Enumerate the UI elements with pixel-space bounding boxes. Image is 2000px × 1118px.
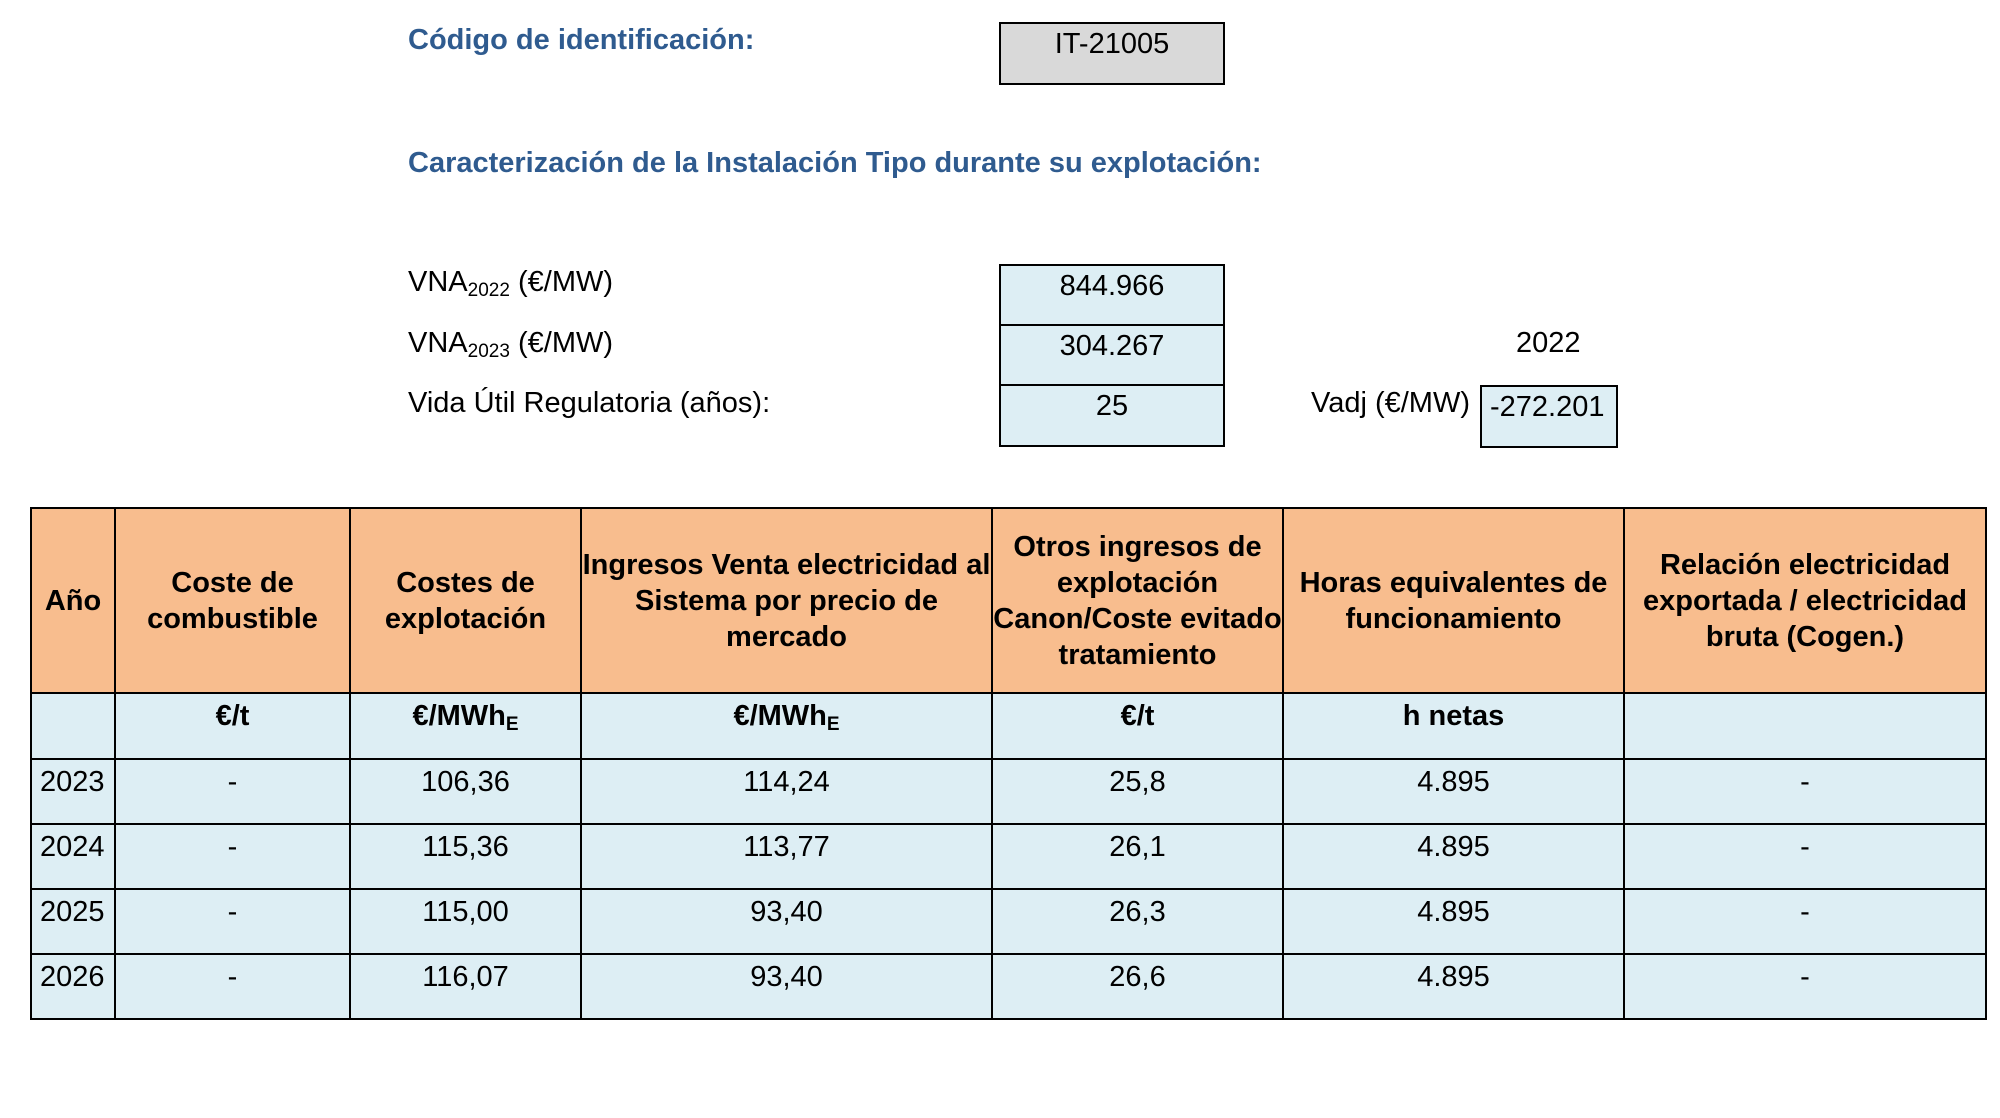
unit-market-revenue: €/MWhE	[580, 692, 993, 760]
table-row: 2023 - 106,36 114,24 25,8 4.895 -	[30, 758, 1987, 825]
cell-operating-costs: 106,36	[349, 758, 582, 825]
cell-other-revenue: 25,8	[991, 758, 1284, 825]
cell-market-revenue: 114,24	[580, 758, 993, 825]
header-year: Año	[30, 507, 116, 694]
vida-util-value: 25	[999, 384, 1225, 447]
cell-electricity-ratio: -	[1623, 823, 1987, 890]
header-market-revenue: Ingresos Venta electricidad al Sistema p…	[580, 507, 993, 694]
units-row: €/t €/MWhE €/MWhE €/t h netas	[30, 692, 1987, 760]
vadj-year: 2022	[1516, 327, 1581, 359]
vadj-label: Vadj (€/MW)	[1311, 387, 1470, 419]
cell-fuel-cost: -	[114, 888, 351, 955]
id-value-box: IT-21005	[999, 22, 1225, 85]
unit-fuel-cost: €/t	[114, 692, 351, 760]
table-row: 2026 - 116,07 93,40 26,6 4.895 -	[30, 953, 1987, 1020]
cell-market-revenue: 113,77	[580, 823, 993, 890]
vida-util-label: Vida Útil Regulatoria (años):	[408, 387, 771, 419]
unit-electricity-ratio	[1623, 692, 1987, 760]
cell-electricity-ratio: -	[1623, 953, 1987, 1020]
unit-operating-costs: €/MWhE	[349, 692, 582, 760]
header-electricity-ratio: Relación electricidad exportada / electr…	[1623, 507, 1987, 694]
operation-table: Año Coste de combustible Costes de explo…	[30, 507, 1987, 1020]
cell-fuel-cost: -	[114, 823, 351, 890]
vna2022-value: 844.966	[999, 264, 1225, 326]
cell-other-revenue: 26,3	[991, 888, 1284, 955]
cell-operating-costs: 116,07	[349, 953, 582, 1020]
unit-year	[30, 692, 116, 760]
cell-market-revenue: 93,40	[580, 953, 993, 1020]
cell-equivalent-hours: 4.895	[1282, 758, 1625, 825]
cell-equivalent-hours: 4.895	[1282, 823, 1625, 890]
cell-equivalent-hours: 4.895	[1282, 888, 1625, 955]
header-other-revenue: Otros ingresos de explotación Canon/Cost…	[991, 507, 1284, 694]
header-row: Año Coste de combustible Costes de explo…	[30, 507, 1987, 694]
cell-electricity-ratio: -	[1623, 758, 1987, 825]
header-operating-costs: Costes de explotación	[349, 507, 582, 694]
cell-other-revenue: 26,1	[991, 823, 1284, 890]
cell-electricity-ratio: -	[1623, 888, 1987, 955]
cell-operating-costs: 115,00	[349, 888, 582, 955]
cell-fuel-cost: -	[114, 953, 351, 1020]
cell-market-revenue: 93,40	[580, 888, 993, 955]
vna2023-value: 304.267	[999, 324, 1225, 386]
table-row: 2024 - 115,36 113,77 26,1 4.895 -	[30, 823, 1987, 890]
section-title: Caracterización de la Instalación Tipo d…	[408, 147, 1262, 179]
header-equivalent-hours: Horas equivalentes de funcionamiento	[1282, 507, 1625, 694]
unit-equivalent-hours: h netas	[1282, 692, 1625, 760]
id-label: Código de identificación:	[408, 24, 755, 56]
cell-equivalent-hours: 4.895	[1282, 953, 1625, 1020]
cell-year: 2025	[30, 888, 116, 955]
vna2023-label: VNA2023 (€/MW)	[408, 327, 614, 362]
cell-operating-costs: 115,36	[349, 823, 582, 890]
cell-other-revenue: 26,6	[991, 953, 1284, 1020]
unit-other-revenue: €/t	[991, 692, 1284, 760]
cell-fuel-cost: -	[114, 758, 351, 825]
table-row: 2025 - 115,00 93,40 26,3 4.895 -	[30, 888, 1987, 955]
vna2022-label: VNA2022 (€/MW)	[408, 266, 614, 301]
cell-year: 2024	[30, 823, 116, 890]
cell-year: 2023	[30, 758, 116, 825]
header-fuel-cost: Coste de combustible	[114, 507, 351, 694]
cell-year: 2026	[30, 953, 116, 1020]
vadj-value: -272.201	[1480, 385, 1618, 448]
